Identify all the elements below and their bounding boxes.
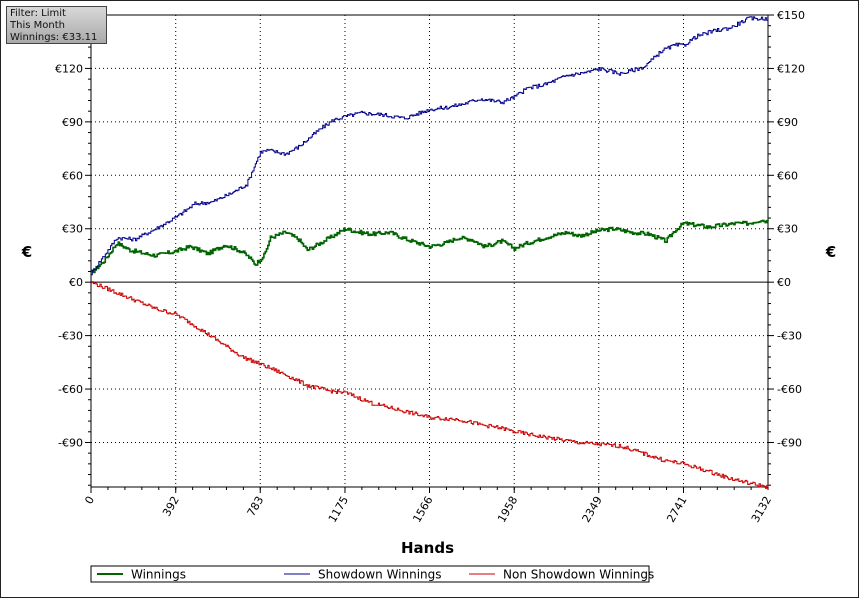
- x-axis-title: Hands: [401, 539, 454, 557]
- y-tick-label-right: €120: [777, 62, 805, 75]
- info-box: Filter: Limit This Month Winnings: €33.1…: [6, 6, 107, 44]
- y-tick-label-left: €90: [62, 116, 83, 129]
- y-tick-label-right: €30: [777, 223, 798, 236]
- y-tick-label-right: -€60: [777, 383, 802, 396]
- legend-box: [90, 565, 650, 583]
- y-tick-label-right: -€90: [777, 436, 802, 449]
- y-tick-label-left: €0: [69, 276, 83, 289]
- info-winnings: Winnings: €33.11: [10, 32, 98, 43]
- y-tick-label-right: €60: [777, 169, 798, 182]
- y-tick-label-left: -€90: [58, 436, 83, 449]
- x-tick-label: 1958: [495, 494, 520, 525]
- y-tick-label-left: €30: [62, 223, 83, 236]
- x-tick-label: 0: [82, 494, 97, 507]
- y-tick-label-left: €120: [55, 62, 83, 75]
- x-tick-label: 783: [245, 494, 267, 519]
- x-tick-label: 392: [160, 494, 182, 519]
- info-filter: Filter: Limit: [10, 8, 66, 19]
- series-line-winnings: [91, 219, 769, 274]
- y-tick-label-left: -€60: [58, 383, 83, 396]
- y-tick-label-right: €0: [777, 276, 791, 289]
- y-axis-title-right: €: [825, 243, 836, 261]
- x-tick-label: 1566: [410, 494, 435, 525]
- series-line-showdown-winnings: [91, 16, 769, 276]
- x-tick-label: 2349: [580, 494, 605, 525]
- x-tick-label: 3132: [749, 494, 774, 525]
- y-tick-label-right: €90: [777, 116, 798, 129]
- legend-label: Winnings: [131, 568, 186, 582]
- series-line-non-showdown-winnings: [91, 281, 769, 489]
- y-tick-label-right: €150: [777, 9, 805, 22]
- y-tick-label-left: €60: [62, 169, 83, 182]
- y-tick-label-right: -€30: [777, 330, 802, 343]
- x-tick-label: 1175: [326, 494, 351, 525]
- x-tick-label: 2741: [664, 494, 689, 525]
- y-tick-label-left: -€30: [58, 330, 83, 343]
- info-period: This Month: [10, 20, 65, 31]
- y-axis-title-left: €: [21, 243, 32, 261]
- legend-label: Non Showdown Winnings: [503, 568, 654, 582]
- legend-label: Showdown Winnings: [318, 568, 442, 582]
